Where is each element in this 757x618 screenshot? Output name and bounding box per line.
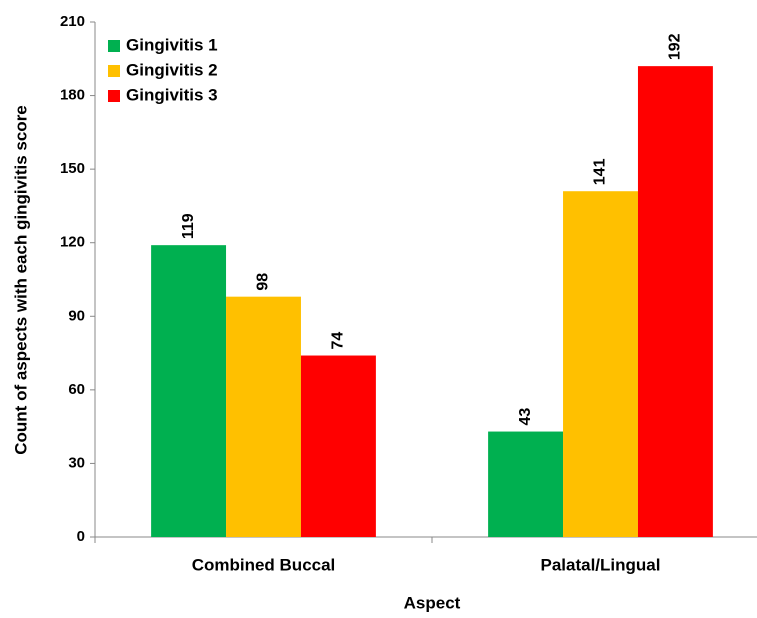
y-tick-label: 180 bbox=[60, 87, 85, 104]
bar bbox=[151, 245, 227, 537]
bar bbox=[226, 296, 301, 537]
bar bbox=[300, 355, 376, 537]
x-tick-label: Combined Buccal bbox=[192, 555, 336, 574]
y-tick-label: 0 bbox=[77, 528, 85, 545]
y-tick-label: 120 bbox=[60, 234, 85, 251]
data-label: 119 bbox=[180, 213, 197, 239]
data-label: 141 bbox=[592, 158, 609, 185]
data-label: 74 bbox=[330, 332, 347, 350]
data-label: 98 bbox=[255, 273, 272, 291]
legend-swatch bbox=[108, 40, 120, 52]
legend-swatch bbox=[108, 65, 120, 77]
y-tick-label: 210 bbox=[60, 13, 85, 30]
y-tick-label: 60 bbox=[68, 381, 85, 398]
legend-label: Gingivitis 1 bbox=[126, 35, 218, 54]
x-tick-label: Palatal/Lingual bbox=[541, 555, 661, 574]
y-tick-label: 90 bbox=[68, 307, 85, 324]
data-label: 192 bbox=[667, 33, 684, 60]
bar bbox=[488, 431, 564, 537]
x-axis-title: Aspect bbox=[404, 593, 461, 612]
legend-swatch bbox=[108, 90, 120, 102]
bar bbox=[637, 66, 713, 538]
data-label: 43 bbox=[517, 408, 534, 426]
y-axis-title: Count of aspects with each gingivitis sc… bbox=[11, 105, 30, 455]
legend-label: Gingivitis 2 bbox=[126, 60, 218, 79]
y-tick-label: 30 bbox=[68, 454, 85, 471]
y-tick-label: 150 bbox=[60, 160, 85, 177]
bar bbox=[563, 191, 638, 537]
legend-label: Gingivitis 3 bbox=[126, 85, 218, 104]
